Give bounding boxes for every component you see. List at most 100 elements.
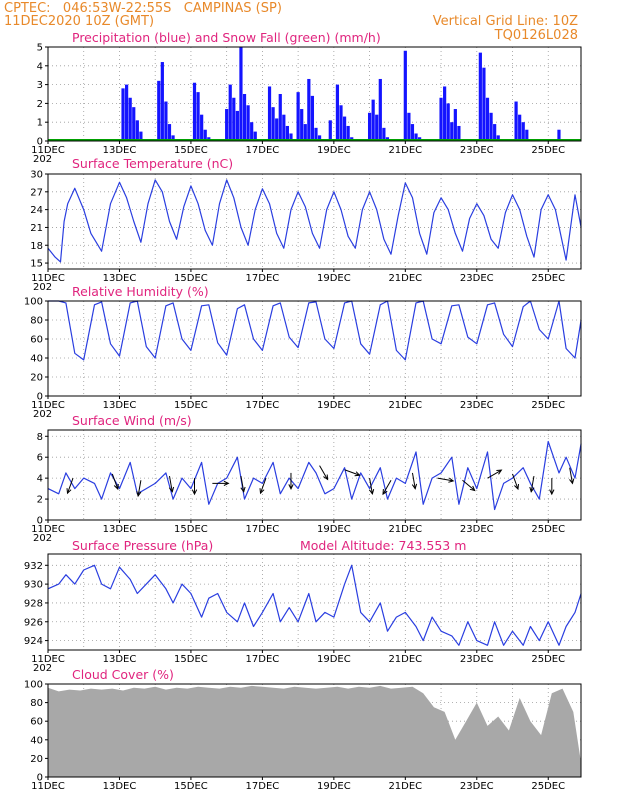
precip-bar: [235, 110, 239, 141]
wind-arrow-head: [354, 471, 361, 477]
wind-arrow-head: [382, 489, 388, 496]
wind-x-tick-label: 19DEC: [317, 524, 351, 535]
wind-arrow-head: [240, 486, 246, 493]
wind-arrow-head: [168, 486, 175, 493]
cloud-y-tick-label: 60: [30, 717, 43, 728]
precip-bar: [160, 62, 164, 141]
humidity-x-tick-label: 17DEC: [246, 400, 280, 411]
cloud-x-tick-label: 11DEC: [31, 781, 65, 792]
pressure-year-label: 202: [33, 663, 52, 674]
precip-bar: [346, 125, 350, 141]
precip-bar: [282, 114, 286, 141]
pressure-frame: [47, 553, 582, 651]
wind-x-tick-label: 25DEC: [531, 524, 565, 535]
wind-arrow-head: [113, 483, 119, 491]
pressure-plot-area: [48, 554, 581, 650]
precip-bar: [128, 97, 132, 141]
wind-arrow-head: [223, 480, 230, 486]
humidity-y-tick-label: 20: [30, 373, 43, 384]
precip-bar: [446, 103, 450, 141]
precip-bar: [196, 92, 200, 141]
precip-bar: [203, 129, 207, 141]
temperature-y-tick-label: 27: [30, 187, 43, 198]
wind-frame: [47, 429, 582, 521]
precip-bar: [125, 84, 129, 141]
precipitation-title: Precipitation (blue) and Snow Fall (gree…: [72, 30, 381, 45]
temperature-x-tick-label: 25DEC: [531, 273, 565, 284]
precipitation-y-tick-label: 2: [37, 99, 43, 110]
wind-arrow-head: [136, 491, 142, 498]
pressure-y-tick-label: 924: [24, 636, 43, 647]
precip-bar: [296, 92, 300, 141]
precipitation-x-tick-label: 21DEC: [388, 145, 422, 156]
precip-bar: [457, 125, 461, 141]
humidity-year-label: 202: [33, 409, 52, 420]
pressure-title: Surface Pressure (hPa): [72, 538, 213, 553]
humidity-x-tick-label: 15DEC: [174, 400, 208, 411]
precipitation-y-tick-label: 4: [37, 61, 43, 72]
cloud-title: Cloud Cover (%): [72, 667, 174, 682]
precip-bar: [239, 47, 243, 141]
wind-arrow: [168, 475, 173, 492]
precip-bar: [289, 133, 293, 141]
header-grid-line-note: Vertical Grid Line: 10Z: [433, 14, 578, 29]
precip-bar: [414, 133, 418, 141]
wind-arrow-head: [323, 474, 329, 481]
wind-arrow-head: [368, 488, 375, 496]
precip-bar: [164, 101, 168, 141]
precipitation-x-tick-label: 17DEC: [246, 145, 280, 156]
wind-x-tick-label: 13DEC: [103, 524, 137, 535]
precip-bar: [378, 78, 382, 141]
precip-bar: [371, 99, 375, 141]
humidity-y-tick-label: 100: [24, 297, 43, 308]
pressure-x-tick-label: 19DEC: [317, 654, 351, 665]
precip-bar: [410, 124, 415, 141]
wind-arrow-head: [469, 485, 476, 492]
pressure-x-tick-label: 23DEC: [460, 654, 494, 665]
humidity-title: Relative Humidity (%): [72, 284, 209, 299]
precip-bar: [171, 135, 175, 141]
precip-bar: [493, 124, 497, 141]
precip-bar: [514, 101, 518, 141]
humidity-y-tick-label: 40: [30, 354, 43, 365]
precip-bar: [285, 125, 290, 141]
precip-bar: [157, 80, 161, 141]
wind-x-tick-label: 23DEC: [460, 524, 494, 535]
wind-y-tick-label: 6: [37, 453, 43, 464]
temperature-frame: [47, 173, 582, 270]
wind-arrow-head: [66, 488, 72, 495]
wind-arrow-head: [569, 478, 575, 485]
wind-arrow: [137, 480, 142, 497]
precipitation-y-tick-label: 3: [37, 80, 43, 91]
pressure-x-tick-label: 25DEC: [531, 654, 565, 665]
precip-bar: [317, 135, 322, 141]
precip-bar: [228, 84, 232, 141]
wind-arrow: [487, 469, 502, 479]
precip-bar: [482, 67, 486, 141]
wind-x-tick-label: 11DEC: [31, 524, 65, 535]
humidity-panel: 0 20 40 60 80 100 11DEC 13DEC 15DEC 17DEC 19DEC 21D…: [24, 284, 582, 420]
temperature-y-tick-label: 15: [30, 259, 43, 270]
precip-bar: [267, 86, 272, 141]
precipitation-y-tick-label: 1: [37, 118, 43, 129]
cloud-y-tick-label: 20: [30, 754, 43, 765]
precip-bar: [275, 118, 279, 141]
precip-bar: [300, 109, 304, 141]
precip-bar: [225, 109, 229, 141]
pressure-y-tick-label: 932: [24, 561, 43, 572]
precip-bar: [232, 97, 236, 141]
cloud-x-tick-label: 15DEC: [174, 781, 208, 792]
cloud-cover-area: [48, 685, 582, 777]
cloud-x-tick-label: 21DEC: [388, 781, 422, 792]
precip-bar: [314, 127, 318, 141]
temperature-x-tick-label: 19DEC: [317, 273, 351, 284]
precip-bar: [521, 122, 525, 141]
precip-bar: [439, 97, 443, 141]
temperature-x-tick-label: 13DEC: [103, 273, 137, 284]
cloud-y-tick-label: 0: [37, 773, 43, 784]
wind-arrow: [240, 475, 245, 492]
precip-bar: [342, 116, 347, 141]
wind-arrow: [319, 465, 328, 480]
temperature-title: Surface Temperature (nC): [72, 156, 233, 171]
